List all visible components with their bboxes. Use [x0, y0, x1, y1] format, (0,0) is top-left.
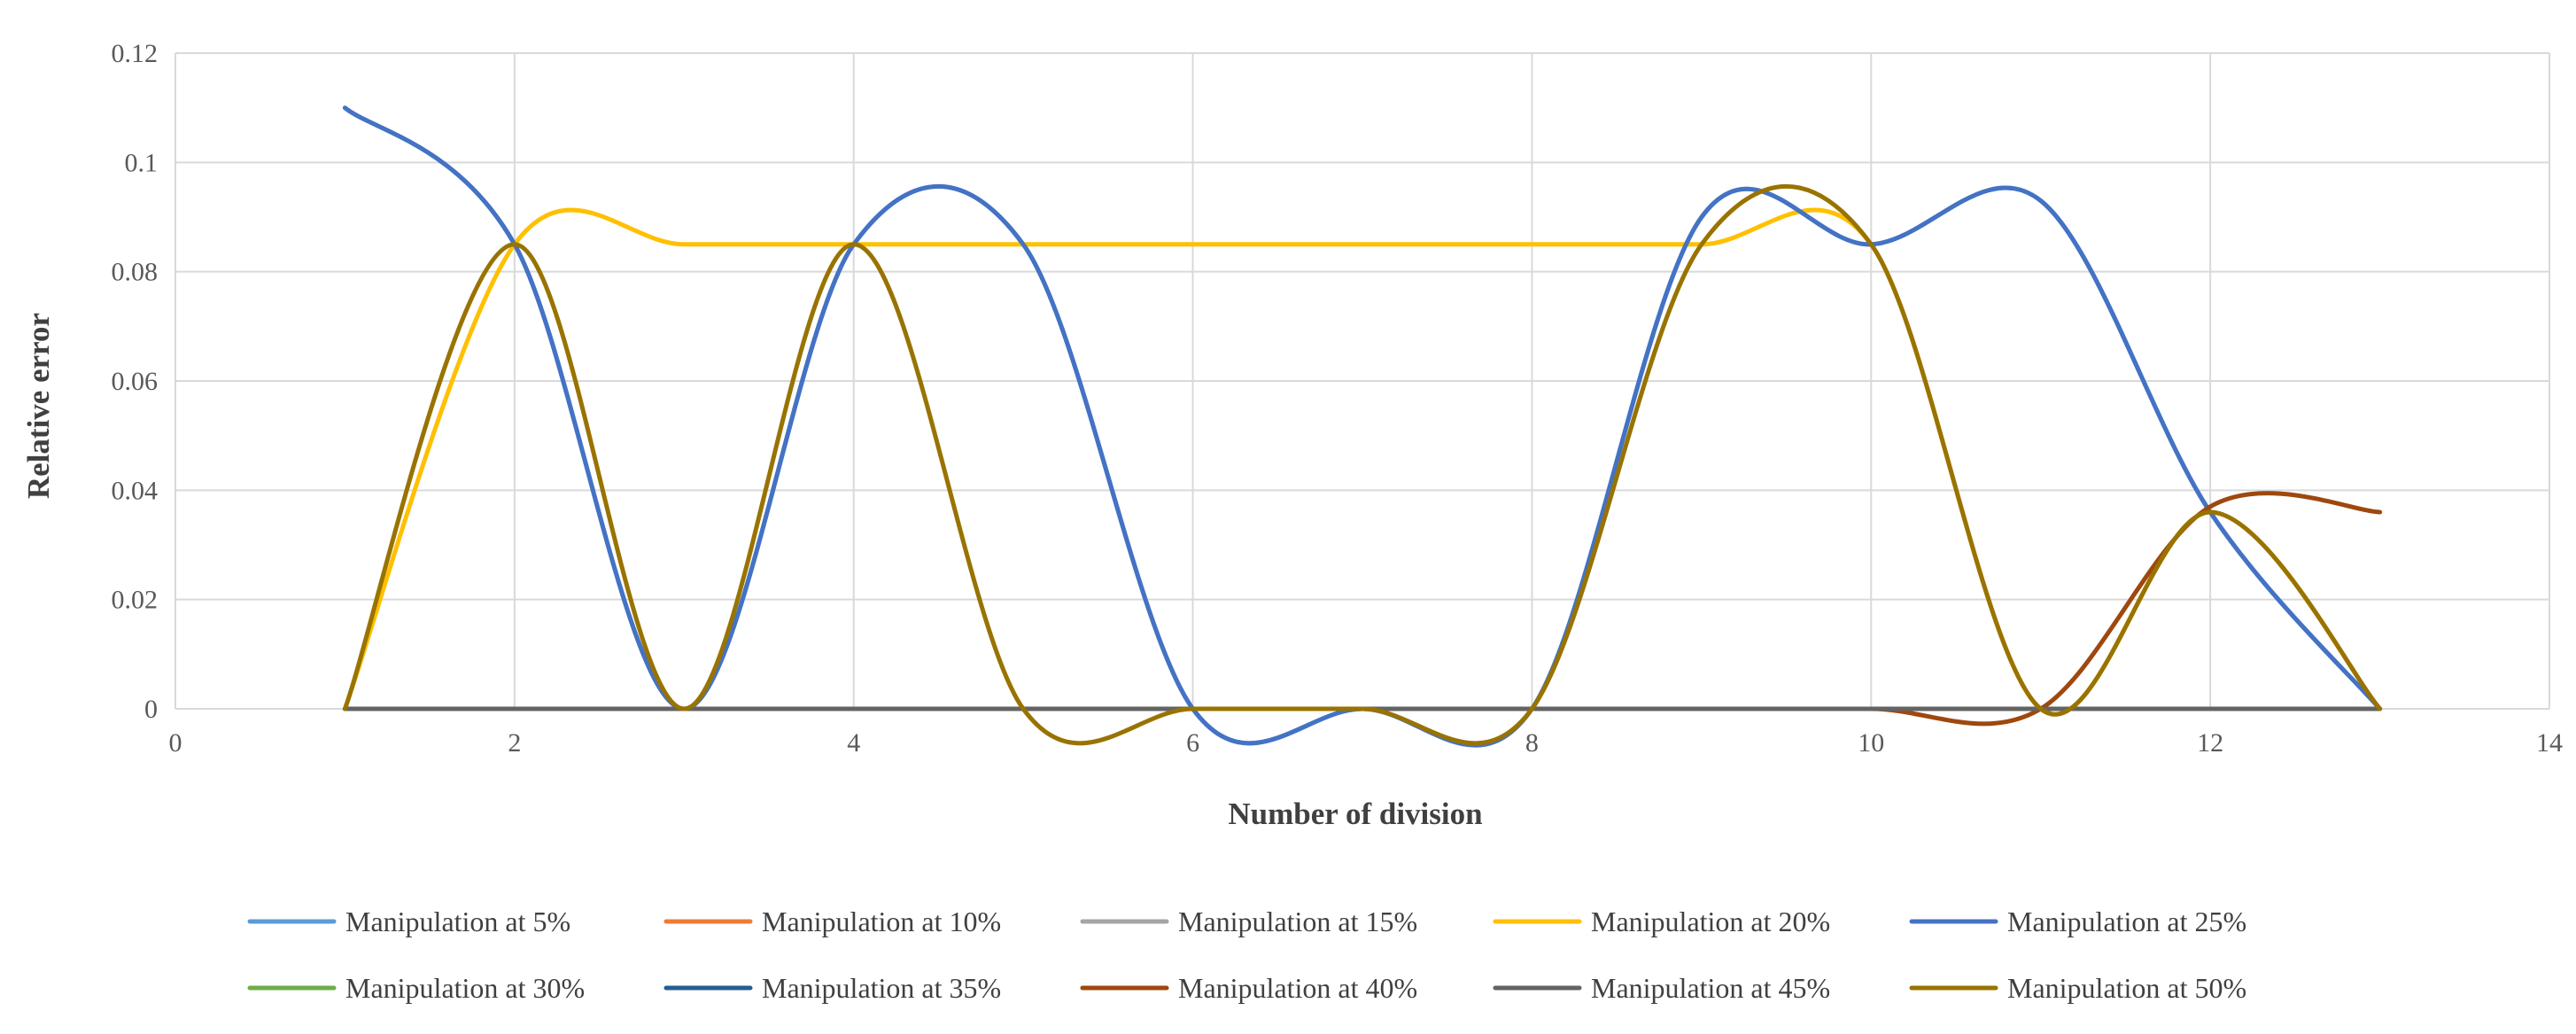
- legend-label: Manipulation at 20%: [1591, 906, 1830, 937]
- legend-label: Manipulation at 5%: [345, 906, 570, 937]
- x-tick-label: 10: [1858, 728, 1884, 758]
- legend-label: Manipulation at 25%: [2007, 906, 2246, 937]
- series-line-4: [342, 207, 2383, 717]
- y-tick-label: 0.04: [112, 476, 159, 505]
- x-tick-label: 2: [508, 728, 521, 758]
- series-line-5: [342, 105, 2383, 748]
- axes: 0 0.02 0.04 0.06 0.08 0.1 0.12 0 2 4 6 8 10 12 14: [112, 39, 2564, 758]
- x-tick-label: 14: [2536, 728, 2563, 758]
- y-tick-label: 0.12: [112, 39, 159, 68]
- x-tick-label: 8: [1525, 728, 1539, 758]
- legend-label: Manipulation at 40%: [1178, 972, 1417, 1004]
- x-tick-label: 0: [169, 728, 182, 758]
- x-tick-label: 6: [1186, 728, 1199, 758]
- legend-label: Manipulation at 35%: [762, 972, 1001, 1004]
- y-tick-label: 0.08: [112, 258, 159, 287]
- series-line-10: [342, 184, 2383, 746]
- y-axis-title: Relative error: [21, 313, 56, 499]
- x-tick-label: 4: [847, 728, 860, 758]
- legend: Manipulation at 5% Manipulation at 10% Man…: [247, 906, 2246, 1004]
- legend-label: Manipulation at 15%: [1178, 906, 1417, 937]
- legend-label: Manipulation at 10%: [762, 906, 1001, 937]
- y-tick-label: 0.06: [112, 367, 159, 396]
- legend-label: Manipulation at 50%: [2007, 972, 2246, 1004]
- gridlines: [175, 52, 2550, 710]
- y-tick-label: 0: [144, 695, 158, 724]
- series-lines: [342, 105, 2383, 748]
- series-line-8: [342, 491, 2383, 727]
- y-tick-label: 0.02: [112, 586, 159, 615]
- legend-label: Manipulation at 45%: [1591, 972, 1830, 1004]
- legend-label: Manipulation at 30%: [345, 972, 585, 1004]
- y-tick-label: 0.1: [125, 148, 159, 177]
- x-tick-label: 12: [2197, 728, 2223, 758]
- series-line-1: [342, 105, 2383, 748]
- x-axis-title: Number of division: [1228, 797, 1482, 831]
